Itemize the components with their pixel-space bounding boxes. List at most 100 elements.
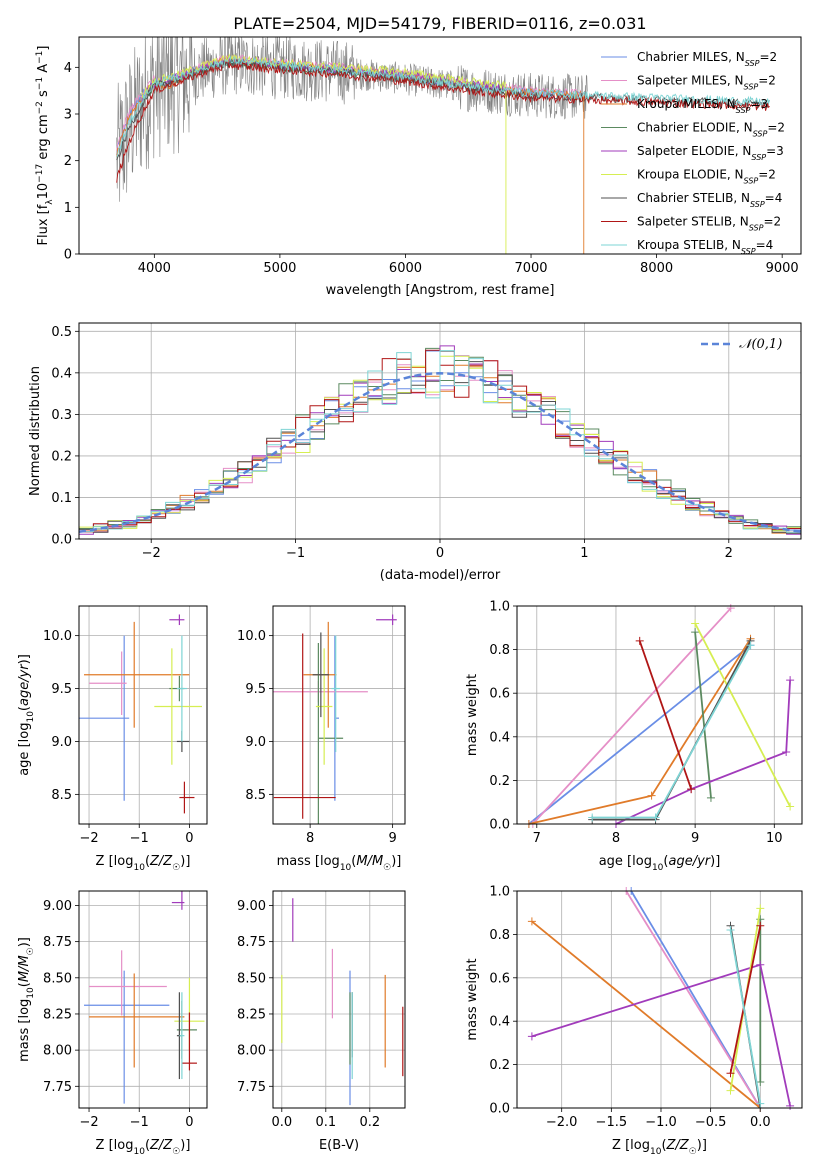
x-tick-label: 0.1 xyxy=(315,1115,336,1130)
mass-weight-marker xyxy=(651,813,660,822)
y-tick-label: 0.1 xyxy=(51,491,72,506)
x-tick-label: 4000 xyxy=(138,261,171,276)
y-axis-label: mass weight xyxy=(465,674,480,756)
legend-label: Kroupa MILES, NSSP=3 xyxy=(637,97,768,115)
x-tick-label: 9000 xyxy=(766,261,799,276)
y-tick-label: 0.0 xyxy=(51,533,72,548)
mass-weight-line xyxy=(625,890,762,1109)
mass-weight-marker xyxy=(687,785,696,794)
mass-weight-marker xyxy=(635,636,644,645)
spectrum-panel: 4000 5000 6000 7000 8000 9000 0 1 2 3 4 Chabrier MI… xyxy=(35,36,802,298)
x-tick-label: −1 xyxy=(286,546,305,561)
mass-weight-marker xyxy=(726,926,735,935)
y-tick-label: 8.25 xyxy=(237,1007,266,1022)
y-tick-label: 9.0 xyxy=(245,735,266,750)
legend-label: Chabrier STELIB, NSSP=4 xyxy=(637,191,782,209)
x-tick-label: 2 xyxy=(725,546,733,561)
y-tick-label: 1 xyxy=(64,201,72,216)
y-tick-label: 9.5 xyxy=(51,682,72,697)
y-axis-label: Normed distribution xyxy=(28,366,43,496)
mass-weight-marker xyxy=(527,917,536,926)
histogram-step-line xyxy=(79,350,801,536)
x-tick-label: −1 xyxy=(130,831,149,846)
y-tick-label: 8.00 xyxy=(43,1044,72,1059)
x-axis-label: Z [log10(Z/Z☉)] xyxy=(96,854,191,873)
axes-frame xyxy=(78,605,208,825)
x-tick-label: 7000 xyxy=(514,261,547,276)
y-tick-label: 9.5 xyxy=(245,682,266,697)
y-tick-label: 0.4 xyxy=(51,366,72,381)
mass-weight-line xyxy=(615,680,791,825)
mass-weight-line xyxy=(528,644,752,825)
y-tick-label: 0.4 xyxy=(489,730,510,745)
y-tick-label: 8.25 xyxy=(43,1007,72,1022)
y-axis-label: age [log10(age/yr)] xyxy=(17,654,36,776)
x-tick-label: 0.0 xyxy=(271,1115,292,1130)
y-tick-label: 0.6 xyxy=(489,971,510,986)
mass-weight-marker xyxy=(756,1099,765,1108)
y-tick-label: 2 xyxy=(64,154,72,169)
x-tick-label: 6000 xyxy=(389,261,422,276)
observed-spectrum-line xyxy=(116,37,588,202)
figure-title: PLATE=2504, MJD=54179, FIBERID=0116, z=0… xyxy=(233,14,646,33)
y-tick-label: 0.8 xyxy=(489,643,510,658)
axes-frame xyxy=(272,890,406,1109)
y-tick-label: 10.0 xyxy=(43,629,72,644)
y-tick-label: 9.00 xyxy=(237,899,266,914)
mass-weight-marker xyxy=(756,1077,765,1086)
x-tick-label: −1.0 xyxy=(645,1115,677,1130)
axes-frame xyxy=(272,605,406,825)
mass-vs-ebv-panel: 0.0 0.1 0.2 7.75 8.00 8.25 8.50 8.75 9.00 E(B-V) xyxy=(237,890,406,1153)
mass-weight-line xyxy=(638,640,693,790)
y-tick-label: 9.00 xyxy=(43,899,72,914)
axes-frame xyxy=(516,605,803,825)
x-axis-label: wavelength [Angstrom, rest frame] xyxy=(326,283,555,298)
x-tick-label: 0.0 xyxy=(750,1115,771,1130)
axes-frame xyxy=(516,890,803,1109)
y-tick-label: 0 xyxy=(64,248,72,263)
x-tick-label: −2 xyxy=(79,1115,98,1130)
x-tick-label: 0.2 xyxy=(359,1115,380,1130)
axes-frame xyxy=(78,890,208,1109)
x-tick-label: −1 xyxy=(130,1115,149,1130)
mass-weight-marker xyxy=(756,904,765,913)
y-tick-label: 0.4 xyxy=(489,1015,510,1030)
axes-frame xyxy=(78,322,802,540)
age-vs-z-panel: −2 −1 0 8.5 9.0 9.5 10.0 Z [log10(Z/Z☉)] age [lo… xyxy=(17,605,208,873)
x-axis-label: Z [log10(Z/Z☉)] xyxy=(96,1138,191,1157)
y-tick-label: 1.0 xyxy=(489,600,510,615)
mass-weight-marker xyxy=(691,619,700,628)
x-tick-label: 0 xyxy=(185,1115,193,1130)
legend-label: Salpeter ELODIE, NSSP=3 xyxy=(637,144,784,162)
y-axis-label: Flux [fλ10−17 erg cm−2 s−1 A−1] xyxy=(35,46,55,246)
mass-weight-marker xyxy=(756,960,765,969)
mass-weight-marker xyxy=(786,802,795,811)
mass-weight-vs-age-panel: 7 8 9 10 0.0 0.2 0.4 0.6 0.8 1.0 age [log10(age/yr… xyxy=(465,600,803,873)
x-axis-label: (data-model)/error xyxy=(380,568,501,583)
mass-weight-line xyxy=(532,607,732,825)
mass-weight-marker xyxy=(746,641,755,650)
y-tick-label: 1.0 xyxy=(489,885,510,900)
mass-weight-line xyxy=(531,920,761,1109)
legend-label: Salpeter STELIB, NSSP=2 xyxy=(637,215,781,233)
mass-weight-marker xyxy=(726,1086,735,1095)
x-tick-label: 8 xyxy=(306,831,314,846)
x-tick-label: 9 xyxy=(691,831,699,846)
x-tick-label: −0.5 xyxy=(695,1115,727,1130)
y-tick-label: 8.00 xyxy=(237,1044,266,1059)
x-tick-label: 7 xyxy=(533,831,541,846)
y-tick-label: 9.0 xyxy=(51,735,72,750)
y-tick-label: 3 xyxy=(64,108,72,123)
mass-weight-marker xyxy=(726,1069,735,1078)
mass-weight-marker xyxy=(647,791,656,800)
mass-weight-line xyxy=(729,925,762,1074)
residuals-panel: −2 −1 0 1 2 0.0 0.1 0.2 0.3 0.4 0.5 𝒩(0,1) (data-mod… xyxy=(28,322,802,583)
mass-weight-marker xyxy=(782,748,791,757)
mass-weight-marker xyxy=(527,1032,536,1041)
y-tick-label: 0.2 xyxy=(489,774,510,789)
x-tick-label: 10 xyxy=(766,831,783,846)
x-tick-label: 0 xyxy=(436,546,444,561)
y-tick-label: 8.5 xyxy=(51,788,72,803)
mass-weight-marker xyxy=(706,793,715,802)
y-tick-label: 8.75 xyxy=(237,935,266,950)
